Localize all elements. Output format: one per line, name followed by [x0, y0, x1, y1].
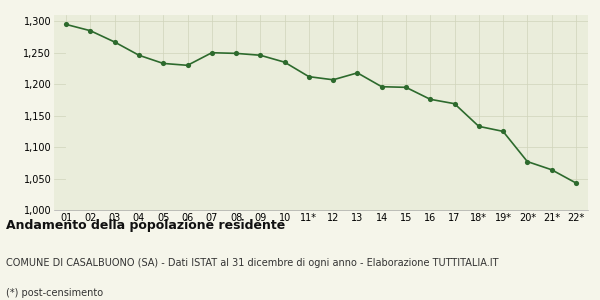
Point [547, 167, 556, 172]
Point [86, 28, 95, 33]
Point [182, 63, 192, 68]
Point [304, 74, 314, 79]
Text: (*) post-censimento: (*) post-censimento [6, 288, 103, 298]
Point [256, 53, 265, 58]
Point [474, 124, 484, 129]
Point [450, 101, 460, 106]
Point [523, 159, 532, 164]
Point [280, 60, 289, 64]
Point [328, 77, 338, 82]
Point [207, 50, 217, 55]
Point [231, 51, 241, 56]
Point [571, 181, 581, 185]
Point [134, 53, 144, 58]
Point [61, 22, 71, 27]
Point [425, 97, 435, 102]
Point [377, 84, 386, 89]
Point [498, 129, 508, 134]
Point [158, 61, 168, 66]
Text: Andamento della popolazione residente: Andamento della popolazione residente [6, 219, 285, 232]
Text: COMUNE DI CASALBUONO (SA) - Dati ISTAT al 31 dicembre di ogni anno - Elaborazion: COMUNE DI CASALBUONO (SA) - Dati ISTAT a… [6, 258, 499, 268]
Point [401, 85, 411, 90]
Point [353, 70, 362, 75]
Point [110, 40, 119, 44]
